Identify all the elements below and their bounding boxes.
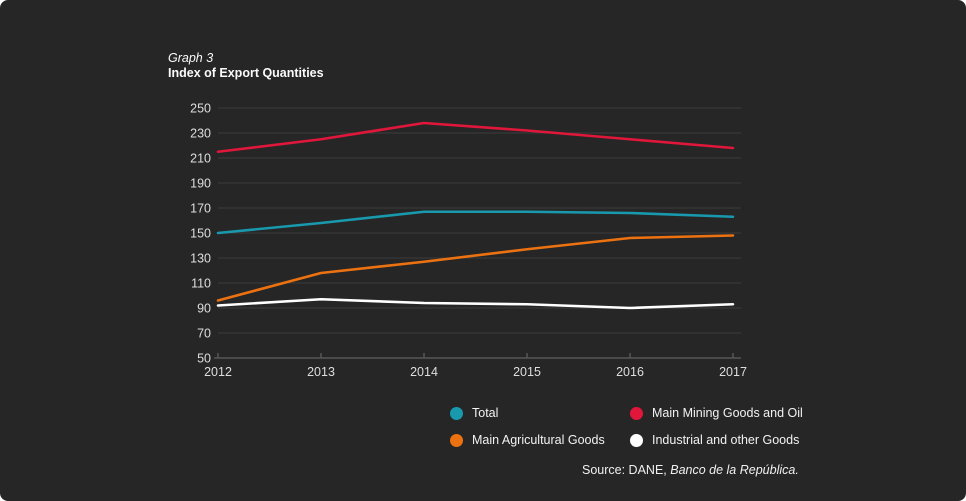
chart-title: Index of Export Quantities bbox=[168, 66, 324, 80]
series-line-main-agricultural-goods bbox=[216, 234, 735, 302]
x-tick-label-2017: 2017 bbox=[719, 365, 747, 379]
x-tick-label-2015: 2015 bbox=[513, 365, 541, 379]
legend-marker-main-mining-goods-and-oil-icon bbox=[630, 406, 643, 420]
legend-item-main-mining-goods-and-oil: Main Mining Goods and Oil bbox=[630, 406, 803, 420]
legend-label-main-mining-goods-and-oil: Main Mining Goods and Oil bbox=[652, 406, 803, 420]
x-tick-label-2014: 2014 bbox=[410, 365, 438, 379]
legend-marker-main-agricultural-goods-icon bbox=[450, 433, 463, 447]
y-tick-label-50: 50 bbox=[197, 352, 211, 366]
y-tick-label-210: 210 bbox=[190, 152, 211, 166]
y-tick-label-190: 190 bbox=[190, 177, 211, 191]
series-line-total bbox=[216, 210, 735, 235]
x-tick-label-2013: 2013 bbox=[307, 365, 335, 379]
source-note: Source: DANE, Banco de la República. bbox=[582, 463, 799, 477]
x-tick-label-2012: 2012 bbox=[204, 365, 232, 379]
chart-legend: Total Main Mining Goods and Oil Main Agric… bbox=[450, 406, 803, 447]
y-tick-label-250: 250 bbox=[190, 102, 211, 116]
source-prefix: Source: DANE, bbox=[582, 463, 671, 477]
title-block: Graph 3 Index of Export Quantities bbox=[168, 51, 324, 81]
legend-item-industrial-and-other-goods: Industrial and other Goods bbox=[630, 433, 803, 447]
legend-item-total: Total bbox=[450, 406, 630, 420]
y-tick-label-230: 230 bbox=[190, 127, 211, 141]
legend-label-main-agricultural-goods: Main Agricultural Goods bbox=[472, 433, 605, 447]
y-tick-label-150: 150 bbox=[190, 227, 211, 241]
legend-marker-industrial-and-other-goods-icon bbox=[630, 433, 643, 447]
y-tick-label-130: 130 bbox=[190, 252, 211, 266]
y-tick-label-110: 110 bbox=[191, 277, 211, 291]
series-line-industrial-and-other-goods bbox=[216, 297, 735, 310]
source-publisher: Banco de la República. bbox=[670, 463, 799, 477]
y-tick-label-70: 70 bbox=[197, 327, 211, 341]
x-tick-label-2016: 2016 bbox=[616, 365, 644, 379]
legend-label-total: Total bbox=[472, 406, 499, 420]
legend-item-main-agricultural-goods: Main Agricultural Goods bbox=[450, 433, 630, 447]
series-line-main-mining-goods-and-oil bbox=[216, 121, 735, 154]
y-tick-label-90: 90 bbox=[197, 302, 211, 316]
legend-label-industrial-and-other-goods: Industrial and other Goods bbox=[652, 433, 800, 447]
y-tick-label-170: 170 bbox=[190, 202, 211, 216]
legend-marker-total-icon bbox=[450, 406, 463, 420]
graph-number: Graph 3 bbox=[168, 51, 214, 65]
